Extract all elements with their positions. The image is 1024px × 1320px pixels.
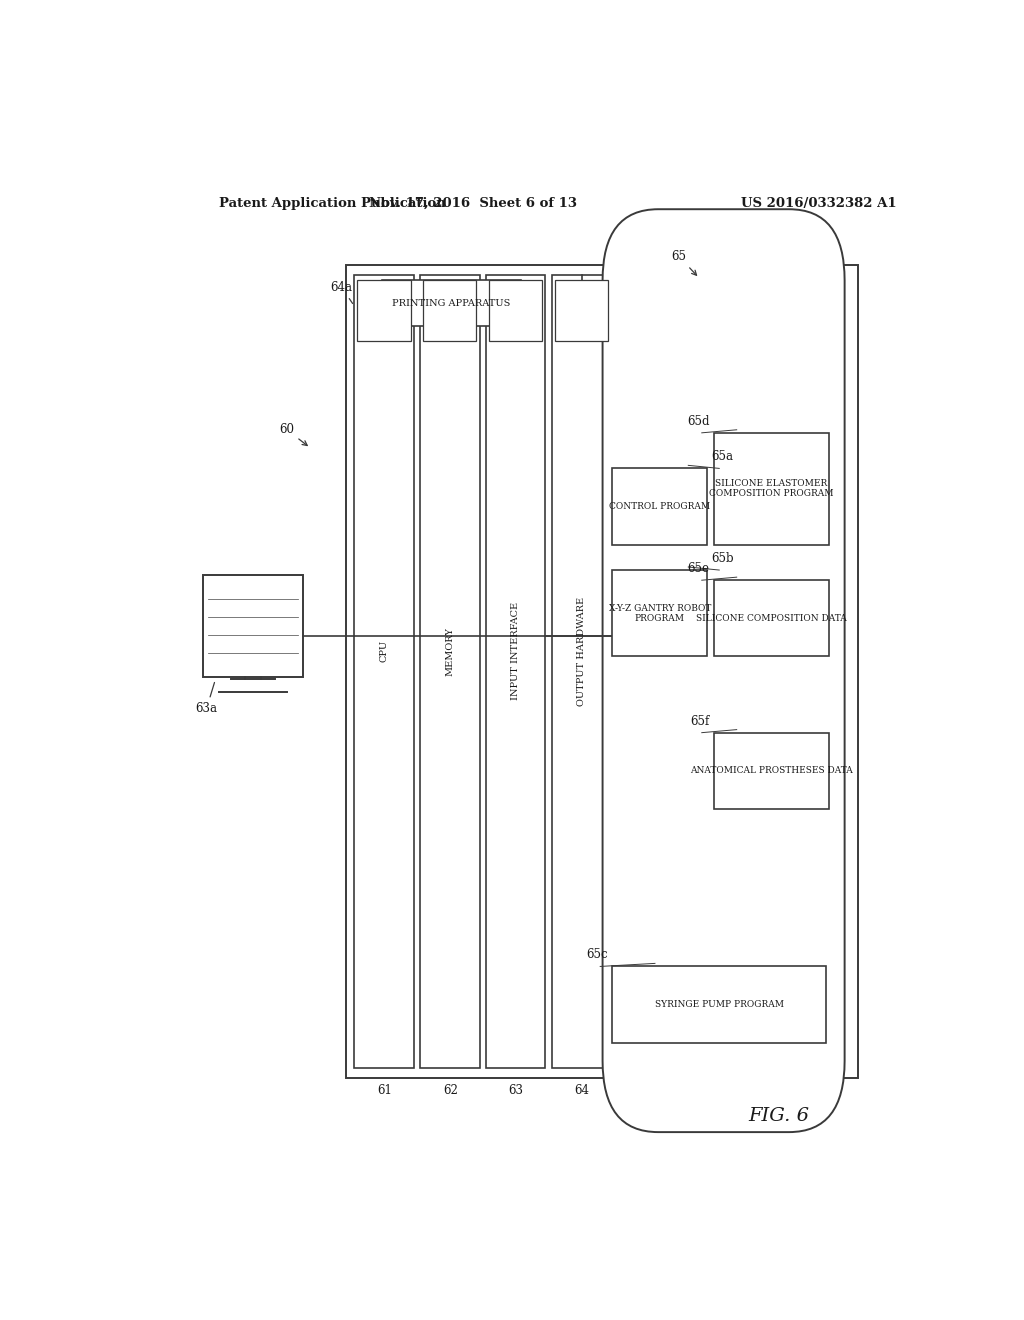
Bar — [612, 570, 708, 656]
Text: 60: 60 — [279, 422, 307, 446]
Text: OUTPUT HARDWARE: OUTPUT HARDWARE — [578, 597, 586, 706]
Text: SILICONE ELASTOMER
COMPOSITION PROGRAM: SILICONE ELASTOMER COMPOSITION PROGRAM — [709, 479, 834, 499]
Bar — [486, 276, 546, 1068]
Text: FIG. 6: FIG. 6 — [749, 1107, 809, 1125]
Text: CPU: CPU — [380, 640, 388, 663]
Bar — [354, 276, 414, 1068]
Text: 64a: 64a — [331, 281, 352, 304]
Bar — [552, 276, 611, 1068]
Text: 61: 61 — [377, 1084, 392, 1097]
Text: 65c: 65c — [587, 948, 608, 961]
Bar — [204, 576, 303, 677]
Text: US 2016/0332382 A1: US 2016/0332382 A1 — [740, 197, 896, 210]
Text: INPUT INTERFACE: INPUT INTERFACE — [511, 602, 520, 701]
Text: SILICONE COMPOSITION DATA: SILICONE COMPOSITION DATA — [696, 614, 847, 623]
Bar — [612, 469, 708, 545]
Bar — [346, 265, 858, 1078]
Text: 65f: 65f — [690, 714, 710, 727]
Bar — [612, 966, 826, 1043]
Bar — [555, 280, 608, 342]
FancyBboxPatch shape — [602, 209, 845, 1133]
Text: Nov. 17, 2016  Sheet 6 of 13: Nov. 17, 2016 Sheet 6 of 13 — [370, 197, 578, 210]
Text: 65d: 65d — [687, 414, 710, 428]
Bar — [423, 280, 476, 342]
Bar — [489, 280, 543, 342]
Text: X-Y-Z GANTRY ROBOT
PROGRAM: X-Y-Z GANTRY ROBOT PROGRAM — [608, 603, 711, 623]
Text: SYRINGE PUMP PROGRAM: SYRINGE PUMP PROGRAM — [654, 1001, 783, 1008]
Bar — [420, 276, 479, 1068]
Text: Patent Application Publication: Patent Application Publication — [219, 197, 446, 210]
Text: PRINTING APPARATUS: PRINTING APPARATUS — [392, 298, 511, 308]
Text: 64: 64 — [574, 1084, 590, 1097]
Bar — [714, 733, 828, 809]
Bar — [382, 280, 521, 326]
Text: 62: 62 — [442, 1084, 458, 1097]
Text: 65b: 65b — [712, 552, 734, 565]
Bar — [357, 280, 411, 342]
Bar — [714, 433, 828, 545]
Text: 65: 65 — [672, 249, 696, 276]
Text: 65e: 65e — [688, 562, 710, 576]
Text: 63a: 63a — [196, 682, 217, 715]
Text: ANATOMICAL PROSTHESES DATA: ANATOMICAL PROSTHESES DATA — [690, 767, 853, 775]
Text: CONTROL PROGRAM: CONTROL PROGRAM — [609, 502, 711, 511]
Bar — [714, 581, 828, 656]
Text: 63: 63 — [509, 1084, 523, 1097]
Text: MEMORY: MEMORY — [445, 627, 455, 676]
Text: 65a: 65a — [712, 450, 733, 463]
